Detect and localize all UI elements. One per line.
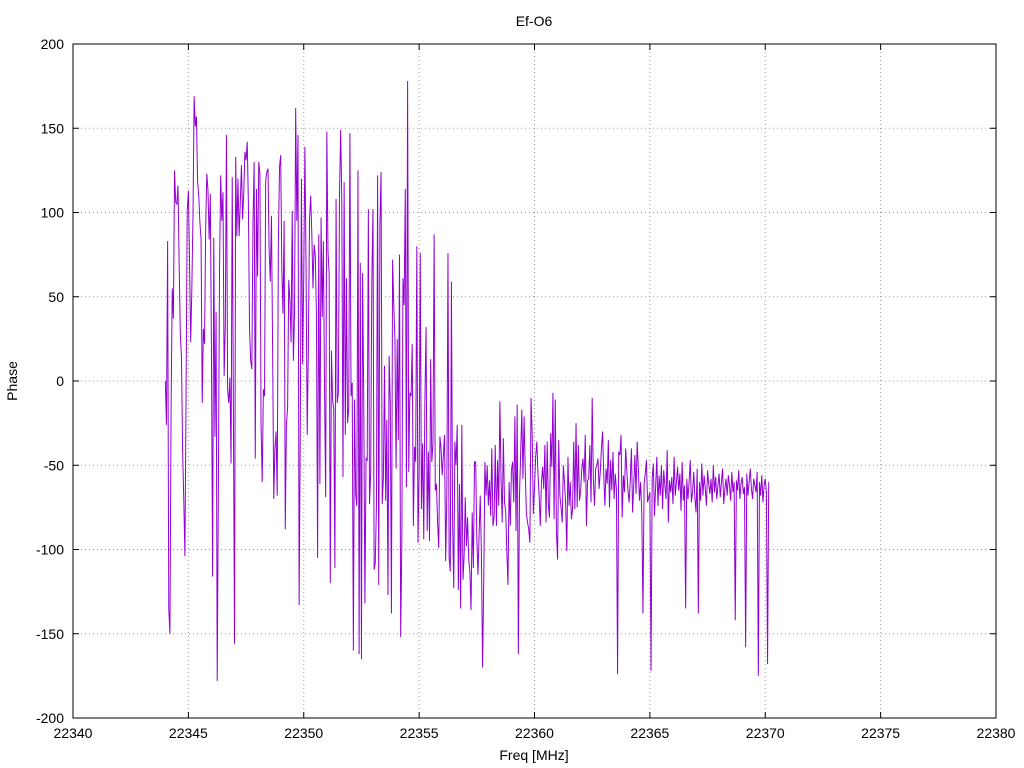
y-tick-label: -200	[36, 710, 64, 726]
y-axis-label: Phase	[4, 361, 20, 401]
plot-frame	[72, 43, 997, 719]
series-layer	[164, 81, 770, 681]
y-tick-label: 0	[56, 373, 64, 389]
y-tick-label: -100	[36, 542, 64, 558]
x-tick-label: 22355	[400, 725, 439, 741]
y-tick-label: 100	[41, 205, 65, 221]
x-tick-label: 22365	[630, 725, 669, 741]
y-tick-label: 200	[41, 36, 65, 52]
y-tick-label: -50	[44, 457, 64, 473]
chart-title: Ef-O6	[516, 13, 553, 29]
x-tick-label: 22375	[861, 725, 900, 741]
phase-series-line	[164, 81, 770, 681]
x-tick-label: 22370	[746, 725, 785, 741]
y-tick-label: -150	[36, 626, 64, 642]
x-axis-label: Freq [MHz]	[499, 747, 568, 763]
x-tick-label: 22350	[284, 725, 323, 741]
x-tick-label: 22345	[169, 725, 208, 741]
x-tick-label: 22380	[977, 725, 1016, 741]
x-tick-label: 22360	[515, 725, 554, 741]
x-tick-label: 22340	[54, 725, 93, 741]
tick-layer: 22340 22345 22350 22355 22360 22365 22370 22375…	[36, 36, 1016, 741]
y-tick-label: 150	[41, 120, 65, 136]
y-tick-label: 50	[48, 289, 64, 305]
